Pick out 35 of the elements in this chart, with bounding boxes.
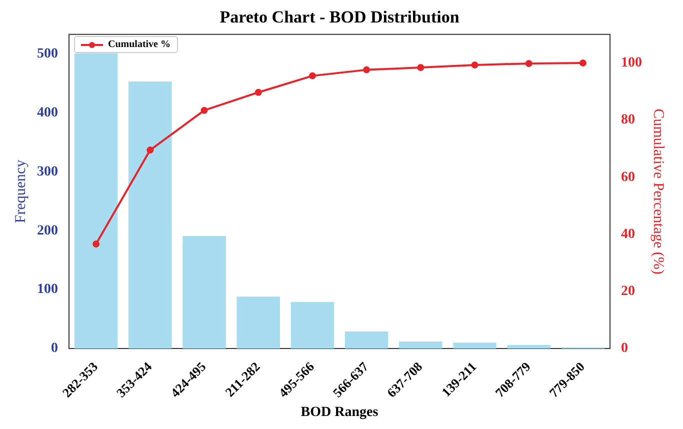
y2-tick-label: 100	[621, 56, 642, 71]
bar	[290, 302, 334, 349]
y2-tick-label: 60	[621, 170, 635, 185]
bar	[344, 331, 388, 349]
point	[146, 146, 154, 154]
point	[200, 106, 208, 114]
x-axis-title: BOD Ranges	[300, 405, 379, 420]
y-tick-label: 500	[37, 46, 58, 62]
y-axis-title: Frequency	[12, 159, 29, 224]
y-tick-label: 400	[37, 105, 58, 120]
point	[92, 240, 100, 248]
y2-tick-label: 0	[621, 341, 628, 356]
y2-tick-label: 40	[621, 226, 635, 242]
y2-tick-label: 80	[621, 112, 635, 128]
point	[363, 66, 370, 74]
point	[579, 59, 586, 66]
chart-title: Pareto Chart - BOD Distribution	[220, 8, 460, 27]
bar	[128, 82, 172, 349]
point	[254, 88, 262, 96]
bar	[507, 344, 550, 349]
bar	[236, 296, 280, 349]
y2-axis-title: Cumulative Percentage (%)	[650, 108, 666, 274]
bar	[182, 236, 226, 349]
y2-tick-label: 20	[621, 284, 635, 300]
point	[417, 64, 424, 72]
bar	[399, 341, 442, 349]
y-tick-label: 100	[37, 282, 58, 298]
legend-label: Cumulative %	[108, 39, 170, 50]
y-tick-label: 200	[37, 223, 58, 238]
point	[471, 61, 478, 68]
point	[525, 60, 532, 68]
point	[308, 72, 316, 80]
bar	[453, 342, 496, 349]
y-tick-label: 0	[51, 341, 58, 356]
y-tick-label: 300	[37, 164, 58, 180]
